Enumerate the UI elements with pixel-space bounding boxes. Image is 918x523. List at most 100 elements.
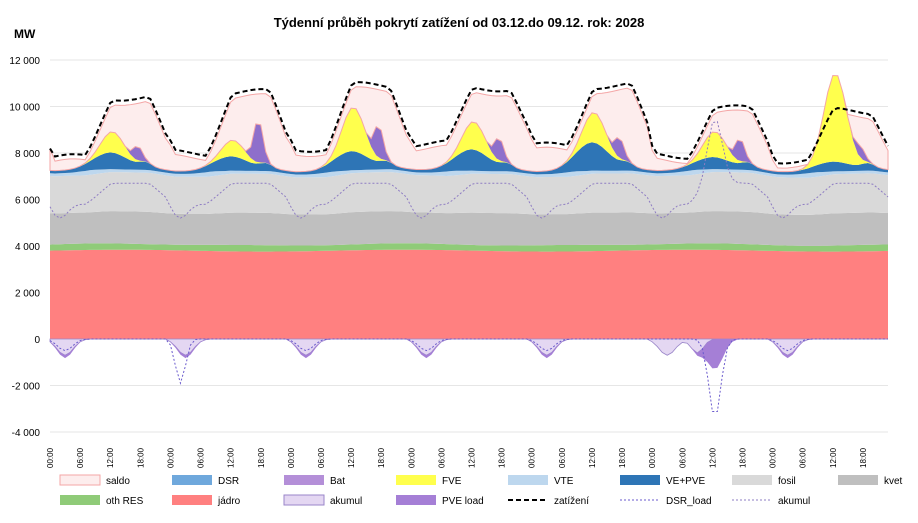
line-zatizeni (49, 81, 889, 165)
y-tick-label: 10 000 (9, 103, 40, 114)
y-tick-label: 0 (34, 335, 40, 346)
legend-item-VEPVE: VE+PVE (620, 475, 706, 487)
x-tick-label: 06:00 (678, 447, 687, 468)
x-tick-label: 06:00 (317, 447, 326, 468)
legend-label: jádro (217, 496, 241, 507)
x-tick-label: 18:00 (859, 447, 868, 468)
legend-swatch (838, 475, 878, 485)
area-VEPVE (50, 142, 888, 175)
area-PVEload (50, 339, 888, 369)
x-tick-label: 06:00 (558, 447, 567, 468)
area-Bat (50, 75, 888, 172)
x-tick-label: 18:00 (618, 447, 627, 468)
y-tick-label: 12 000 (9, 56, 40, 67)
x-tick-label: 18:00 (136, 447, 145, 468)
y-tick-label: -2 000 (12, 382, 41, 393)
legend-swatch (284, 475, 324, 485)
y-tick-label: 6 000 (15, 196, 40, 207)
legend-label: PVE load (442, 496, 484, 507)
legend-label: akumul (778, 496, 810, 507)
area-othRES (50, 243, 888, 252)
area-kvet (50, 211, 888, 246)
x-tick-label: 00:00 (46, 447, 55, 468)
x-tick-label: 00:00 (407, 447, 416, 468)
x-tick-label: 12:00 (708, 447, 717, 468)
area-VTE (50, 169, 888, 178)
legend-swatch (396, 495, 436, 505)
legend-swatch (172, 475, 212, 485)
legend-item-FVE: FVE (396, 475, 462, 487)
x-tick-label: 12:00 (227, 447, 236, 468)
legend-item-saldo: saldo (59, 474, 130, 487)
legend-item-Bat: Bat (284, 475, 345, 487)
x-tick-label: 12:00 (347, 447, 356, 468)
y-axis: -4 000 -2 000 0 2 000 4 000 6 000 8 000 10 000 1… (9, 56, 40, 439)
legend-label: akumul (330, 496, 362, 507)
x-tick-label: 06:00 (76, 447, 85, 468)
legend-label: Bat (330, 476, 345, 487)
legend-label: DSR (218, 476, 239, 487)
y-tick-label: 2 000 (15, 289, 40, 300)
legend-label: FVE (442, 476, 462, 487)
line-akumul (49, 121, 889, 219)
legend-item-DSR_load: DSR_load (620, 496, 712, 507)
legend-label: kvet (884, 476, 903, 487)
legend-swatch (396, 475, 436, 485)
legend-item-fosil: fosil (732, 475, 796, 487)
legend-swatch (732, 475, 772, 485)
y-axis-label: MW (14, 27, 36, 41)
y-tick-label: -4 000 (12, 428, 41, 439)
x-tick-label: 00:00 (648, 447, 657, 468)
legend-swatch (60, 495, 100, 505)
legend-swatch (59, 474, 101, 486)
x-tick-label: 00:00 (166, 447, 175, 468)
x-tick-label: 06:00 (799, 447, 808, 468)
legend-item-othRES: oth RES (60, 495, 144, 507)
area-saldo (49, 74, 889, 173)
y-tick-label: 8 000 (15, 149, 40, 160)
x-tick-label: 18:00 (377, 447, 386, 468)
legend-label: saldo (106, 476, 130, 487)
legend-label: VE+PVE (666, 476, 706, 487)
legend-label: DSR_load (666, 496, 712, 507)
stacked-areas (49, 74, 889, 369)
legend-swatch (620, 475, 660, 485)
x-tick-label: 06:00 (197, 447, 206, 468)
legend-item-akumul: akumul (283, 494, 362, 507)
x-tick-label: 12:00 (468, 447, 477, 468)
legend-item-kvet: kvet (838, 475, 903, 487)
area-fosil (50, 172, 888, 215)
legend-item-DSR: DSR (172, 475, 239, 487)
y-tick-label: 4 000 (15, 242, 40, 253)
x-tick-label: 00:00 (287, 447, 296, 468)
x-tick-label: 18:00 (257, 447, 266, 468)
legend-swatch (508, 475, 548, 485)
legend-label: VTE (554, 476, 574, 487)
legend-label: fosil (778, 476, 796, 487)
legend-label: oth RES (106, 496, 144, 507)
line-DSR_load (49, 338, 888, 412)
legend: saldo DSR Bat FVE VTE VE+PVE fosil kvet oth RES j… (59, 474, 903, 507)
x-tick-label: 00:00 (528, 447, 537, 468)
line-series (49, 81, 889, 412)
x-tick-label: 12:00 (829, 447, 838, 468)
legend-item-VTE: VTE (508, 475, 574, 487)
area-jadro (50, 249, 888, 339)
x-axis: 00:00 06:00 12:00 18:00 00:00 06:00 12:00 18:00… (46, 447, 868, 468)
legend-swatch (172, 495, 212, 505)
x-tick-label: 12:00 (106, 447, 115, 468)
x-tick-label: 06:00 (437, 447, 446, 468)
legend-item-PVEload: PVE load (396, 495, 484, 507)
x-tick-label: 00:00 (769, 447, 778, 468)
legend-swatch (283, 494, 325, 506)
legend-label: zatížení (554, 496, 589, 507)
legend-item-zatizeni: zatížení (508, 496, 589, 507)
x-tick-label: 18:00 (738, 447, 747, 468)
legend-item-jadro: jádro (172, 495, 241, 507)
x-tick-label: 18:00 (498, 447, 507, 468)
chart-title: Týdenní průběh pokrytí zatížení od 03.12… (274, 15, 645, 30)
legend-item-akumul_line: akumul (732, 496, 810, 507)
x-tick-label: 12:00 (588, 447, 597, 468)
